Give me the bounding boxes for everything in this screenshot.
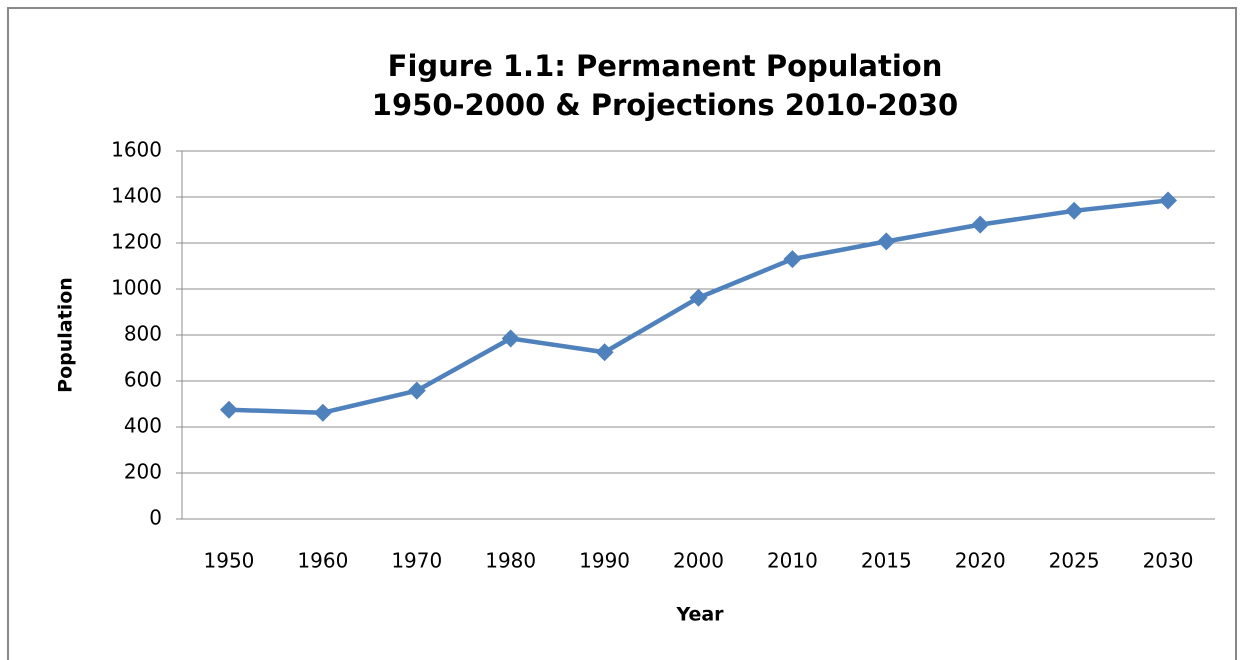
y-tick-label: 400: [124, 414, 162, 438]
data-point: [783, 250, 802, 269]
data-point: [1065, 201, 1084, 220]
x-tick-label: 2030: [1143, 549, 1194, 573]
data-point: [219, 400, 238, 419]
chart-title: Figure 1.1: Permanent Population: [388, 49, 943, 83]
y-axis-label: Population: [55, 277, 77, 393]
y-tick-label: 0: [149, 506, 162, 530]
data-point: [407, 381, 426, 400]
x-tick-label: 1990: [579, 549, 630, 573]
x-tick-label: 1950: [204, 549, 255, 573]
x-tick-label: 2025: [1049, 549, 1100, 573]
y-tick-label: 600: [124, 368, 162, 392]
y-tick-label: 200: [124, 460, 162, 484]
x-tick-label: 1970: [391, 549, 442, 573]
x-tick-label: 2020: [955, 549, 1006, 573]
y-tick-label: 1000: [111, 276, 162, 300]
x-tick-label: 1980: [485, 549, 536, 573]
data-point: [501, 329, 520, 348]
x-tick-label: 2015: [861, 549, 912, 573]
data-point: [877, 232, 896, 251]
y-tick-label: 1200: [111, 230, 162, 254]
data-point: [689, 288, 708, 307]
x-axis-label: Year: [675, 604, 724, 626]
chart-frame: [7, 7, 1237, 660]
data-point: [971, 215, 990, 234]
y-tick-label: 800: [124, 322, 162, 346]
data-point: [595, 343, 614, 362]
y-tick-label: 1600: [111, 138, 162, 162]
x-tick-label: 2010: [767, 549, 818, 573]
x-tick-label: 1960: [297, 549, 348, 573]
x-tick-label: 2000: [673, 549, 724, 573]
chart-title: 1950-2000 & Projections 2010-2030: [372, 88, 958, 122]
y-tick-label: 1400: [111, 184, 162, 208]
data-point: [313, 403, 332, 422]
data-point: [1159, 191, 1178, 210]
